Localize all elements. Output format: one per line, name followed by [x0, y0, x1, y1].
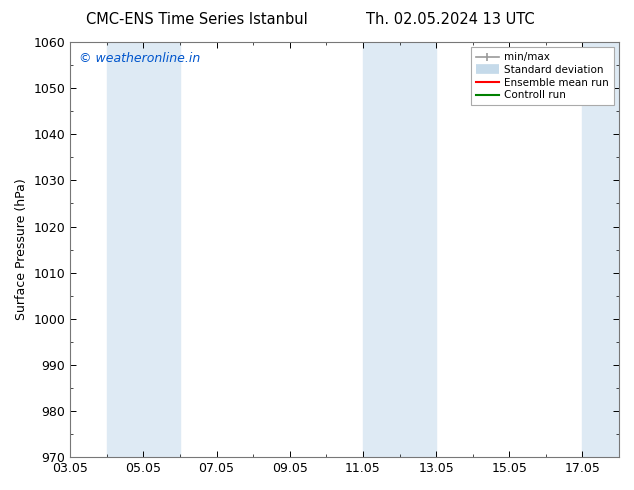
Text: CMC-ENS Time Series Istanbul: CMC-ENS Time Series Istanbul [86, 12, 307, 27]
Bar [107, 42, 180, 457]
Text: Th. 02.05.2024 13 UTC: Th. 02.05.2024 13 UTC [366, 12, 534, 27]
Bar [583, 42, 619, 457]
Bar [363, 42, 436, 457]
Y-axis label: Surface Pressure (hPa): Surface Pressure (hPa) [15, 179, 28, 320]
Text: © weatheronline.in: © weatheronline.in [79, 52, 200, 66]
Legend: min/max, Standard deviation, Ensemble mean run, Controll run: min/max, Standard deviation, Ensemble me… [470, 47, 614, 105]
